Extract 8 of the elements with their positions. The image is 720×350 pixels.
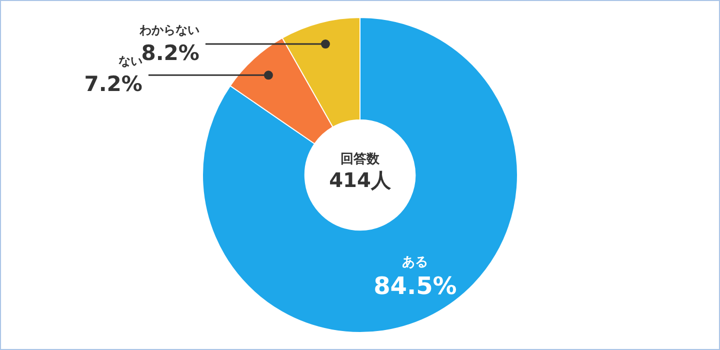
text: 回答数 (340, 152, 380, 167)
slice-label: ない (118, 54, 142, 68)
data-label: 8.2% (141, 41, 200, 66)
text: 414人 (329, 168, 391, 192)
data-label: 84.5% (374, 272, 457, 300)
slice-label: わからない (138, 23, 200, 38)
slice-label: ある (402, 254, 428, 270)
data-label: 7.2% (84, 72, 142, 96)
